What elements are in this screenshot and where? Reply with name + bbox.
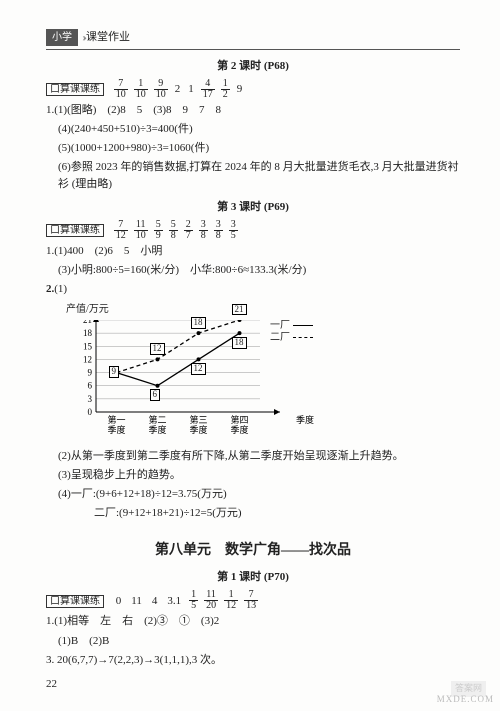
- svg-text:季度: 季度: [296, 414, 314, 425]
- svg-text:6: 6: [88, 380, 93, 390]
- svg-text:0: 0: [88, 407, 93, 417]
- page-header: 小学 ›› 课堂作业: [46, 28, 460, 50]
- unit8-title: 第八单元 数学广角——找次品: [46, 540, 460, 562]
- svg-text:21: 21: [83, 320, 92, 325]
- l3-q2-1: 2.(1): [46, 281, 460, 298]
- page-number: 22: [46, 676, 57, 693]
- svg-text:季度: 季度: [189, 424, 207, 435]
- svg-text:第二: 第二: [148, 414, 166, 425]
- chart-region: 产值/万元 369121518210第一季度第二季度第三季度第四季度季度一厂二厂…: [70, 302, 460, 444]
- oral-label: 口算课课练: [46, 224, 104, 237]
- lesson2-oral: 口算课课练 71011091021417129: [46, 79, 460, 100]
- oral-label: 口算课课练: [46, 83, 104, 96]
- svg-text:3: 3: [88, 393, 93, 403]
- unit8-l1-title: 第 1 课时 (P70): [46, 569, 460, 586]
- l2-q1-4: (4)(240+450+510)÷3=400(件): [46, 121, 460, 138]
- l3-q1-1: 1.(1)400 (2)6 5 小明: [46, 243, 460, 260]
- lesson3-oral: 口算课课练 7121110595827383835: [46, 220, 460, 241]
- svg-text:12: 12: [83, 354, 92, 364]
- l3-q2-4a: (4)一厂:(9+6+12+18)÷12=3.75(万元): [46, 486, 460, 503]
- lesson2-title: 第 2 课时 (P68): [46, 58, 460, 75]
- header-tag: 小学: [46, 29, 78, 47]
- u8-q1-1: 1.(1)相等 左 右 (2)③ ① (3)2: [46, 613, 460, 630]
- header-title: 课堂作业: [86, 29, 130, 46]
- l3-q2-3: (3)呈现稳步上升的趋势。: [46, 467, 460, 484]
- l3-q1-3: (3)小明:800÷5=160(米/分) 小华:800÷6≈133.3(米/分): [46, 262, 460, 279]
- y-axis-label: 产值/万元: [66, 302, 460, 318]
- watermark: MXDE.COM: [437, 693, 494, 707]
- u8-q1-b: (1)B (2)B: [46, 633, 460, 650]
- l2-q1-6: (6)参照 2023 年的销售数据,打算在 2024 年的 8 月大批量进货毛衣…: [46, 159, 460, 193]
- u8-q3: 3. 20(6,7,7)→7(2,2,3)→3(1,1,1),3 次。: [46, 652, 460, 669]
- l2-q1-5: (5)(1000+1200+980)÷3=1060(件): [46, 140, 460, 157]
- unit8-oral: 口算课课练 01143.1151120112713: [46, 590, 460, 611]
- svg-text:季度: 季度: [230, 424, 248, 435]
- svg-text:9: 9: [88, 367, 93, 377]
- oral-label: 口算课课练: [46, 595, 104, 608]
- lesson3-title: 第 3 课时 (P69): [46, 199, 460, 216]
- l3-q2-4b: 二厂:(9+12+18+21)÷12=5(万元): [46, 505, 460, 522]
- svg-text:季度: 季度: [107, 424, 125, 435]
- svg-text:季度: 季度: [148, 424, 166, 435]
- chevron-icon: ››: [82, 28, 84, 47]
- l3-q2-2: (2)从第一季度到第二季度有所下降,从第二季度开始呈现逐渐上升趋势。: [46, 448, 460, 465]
- svg-text:第三: 第三: [189, 414, 207, 425]
- svg-text:第一: 第一: [107, 414, 125, 425]
- svg-text:第四: 第四: [230, 414, 248, 425]
- svg-text:15: 15: [83, 341, 93, 351]
- l2-q1-1: 1.(1)(图略) (2)8 5 (3)8 9 7 8: [46, 102, 460, 119]
- svg-text:18: 18: [83, 328, 93, 338]
